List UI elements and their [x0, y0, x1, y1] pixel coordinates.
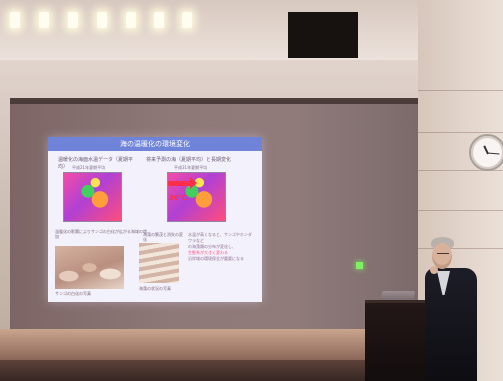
left-map-label: 平成21年夏期平均	[72, 165, 106, 170]
glasses-icon	[437, 253, 449, 258]
slide-text-line: の海藻類の分布が変化し、	[188, 244, 236, 249]
right-heading: 将来予測の海（夏期平均）と長期変化	[146, 157, 232, 163]
slide-title: 海の温暖化の環境変化	[120, 140, 190, 148]
temperature-label: 30℃	[168, 194, 188, 202]
presentation-slide: 海の温暖化の環境変化 温暖化の海面水温データ（夏期平均） 将来予測の海（夏期平均…	[48, 137, 262, 302]
left-ocean-map	[63, 172, 122, 222]
ceiling-light	[182, 12, 192, 28]
middle-heading: 海藻の繁茂と消失の変化	[143, 232, 183, 242]
right-map-label: 平成31年夏期平均	[174, 165, 208, 170]
slide-text-line: 沿岸域の環境保全が重要になる	[188, 256, 244, 261]
presenter-hand	[430, 266, 438, 274]
exit-light-icon	[356, 262, 363, 269]
wall-panel-line	[418, 248, 503, 249]
wall-clock	[469, 134, 503, 171]
wall-panel-line	[418, 170, 503, 171]
presenter	[422, 236, 477, 381]
coral-photo	[55, 246, 124, 289]
coral-photo-caption: サンゴの白化の写真	[55, 291, 91, 296]
ceiling-light	[68, 12, 78, 28]
wall-panel-line	[418, 90, 503, 91]
slide-title-bar	[48, 137, 262, 151]
ceiling-light	[10, 12, 20, 28]
seaweed-photo	[139, 243, 179, 283]
presenter-body	[425, 268, 477, 381]
minute-hand	[487, 152, 500, 155]
speaker-box	[288, 12, 358, 58]
change-arrow	[168, 177, 197, 189]
seaweed-photo-caption: 海藻の状況の写真	[139, 286, 171, 291]
left-heading: 温暖化の海面水温データ（夏期平均）	[58, 157, 134, 170]
ceiling-light	[126, 12, 136, 28]
wall-panel-line	[418, 132, 503, 133]
slide-body-text: 水温が高くなると、サンゴやホンダワラなど の海藻類の分布が変化し、 生態系が大き…	[188, 232, 254, 262]
floor	[0, 329, 365, 381]
slide-text-line: 水温が高くなると、サンゴやホンダワラなど	[188, 232, 252, 243]
slide-text-highlight: 生態系が大きく変わる	[188, 250, 228, 255]
ceiling-light	[39, 12, 49, 28]
floor-shadow	[0, 360, 365, 381]
presenter-head	[432, 243, 452, 269]
ceiling-light	[154, 12, 164, 28]
lower-left-heading: 温暖化の影響によりサンゴの白化が広がる海域の増加	[55, 229, 147, 239]
ceiling-light	[97, 12, 107, 28]
wall-panel-line	[418, 210, 503, 211]
